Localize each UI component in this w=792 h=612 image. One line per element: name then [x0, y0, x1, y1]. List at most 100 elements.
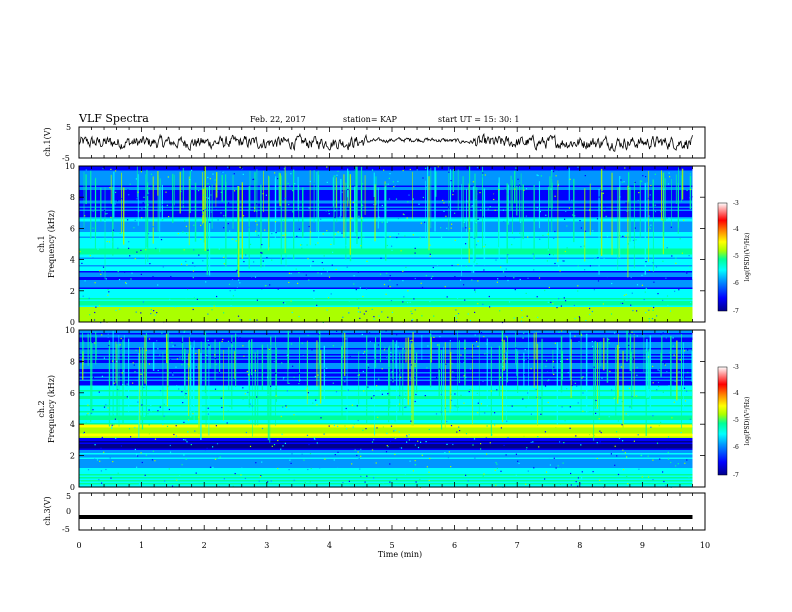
- speckle: [647, 197, 649, 199]
- speckle: [667, 436, 670, 438]
- speckle: [313, 437, 315, 439]
- sferic-streak: [159, 186, 161, 253]
- speckle: [301, 247, 303, 249]
- speckle: [164, 480, 166, 482]
- speckle: [154, 314, 156, 316]
- speckle: [371, 169, 374, 171]
- speckle: [424, 221, 426, 223]
- speckle: [148, 363, 150, 365]
- spectrogram-band: [79, 465, 693, 467]
- speckle: [100, 273, 102, 275]
- speckle: [104, 220, 106, 222]
- speckle: [639, 338, 641, 341]
- speckle: [653, 306, 655, 309]
- spectrogram-band: [79, 450, 693, 452]
- speckle: [574, 335, 576, 337]
- speckle: [525, 449, 527, 451]
- speckle: [376, 318, 378, 320]
- speckle: [657, 381, 660, 384]
- sferic-streak: [522, 184, 524, 240]
- speckle: [465, 474, 467, 476]
- sferic-streak: [205, 342, 207, 427]
- sferic-streak: [430, 337, 432, 363]
- speckle: [373, 395, 375, 397]
- speckle: [207, 176, 209, 179]
- speckle: [273, 444, 276, 446]
- speckle: [285, 405, 287, 407]
- speckle: [599, 441, 601, 443]
- speckle: [452, 443, 454, 446]
- speckle: [523, 435, 525, 437]
- speckle: [623, 299, 625, 301]
- speckle: [301, 453, 303, 455]
- speckle: [603, 258, 605, 260]
- speckle: [257, 234, 260, 236]
- speckle: [689, 197, 691, 199]
- speckle: [626, 475, 628, 478]
- spectrogram-band: [79, 411, 693, 413]
- speckle: [668, 172, 670, 174]
- sferic-streak: [82, 351, 84, 380]
- speckle: [594, 258, 596, 260]
- ch1-colorbar: -3 -4 -5 -6 -7 log(PSD)(V²/Hz): [717, 200, 751, 315]
- speckle: [393, 186, 395, 188]
- speckle: [621, 181, 623, 183]
- speckle: [638, 468, 640, 470]
- speckle: [679, 238, 681, 240]
- sferic-streak: [95, 177, 97, 232]
- speckle: [244, 393, 246, 395]
- speckle: [313, 290, 315, 292]
- speckle: [406, 436, 408, 438]
- speckle: [560, 305, 562, 307]
- speckle: [505, 268, 507, 270]
- speckle: [188, 377, 190, 379]
- speckle: [357, 311, 359, 313]
- speckle: [592, 345, 594, 348]
- speckle: [210, 211, 212, 213]
- sferic-streak: [116, 344, 118, 420]
- speckle: [549, 431, 551, 433]
- speckle: [559, 270, 561, 272]
- speckle: [112, 461, 114, 463]
- ch2-spectrogram-ylabel: Frequency (kHz): [47, 375, 56, 443]
- speckle: [389, 401, 391, 403]
- sferic-streak: [268, 175, 269, 251]
- speckle: [608, 381, 610, 383]
- speckle: [422, 196, 424, 199]
- speckle: [540, 181, 542, 183]
- sferic-streak: [517, 351, 519, 393]
- speckle: [604, 210, 606, 212]
- speckle: [270, 480, 272, 482]
- sferic-streak: [603, 337, 605, 371]
- sferic-streak: [228, 346, 230, 391]
- speckle: [264, 302, 266, 304]
- speckle: [261, 244, 263, 246]
- ch2-spectrogram-ytick-label: 2: [70, 452, 75, 461]
- speckle: [578, 341, 580, 343]
- speckle: [484, 244, 487, 246]
- speckle: [379, 332, 381, 334]
- speckle: [645, 312, 647, 314]
- speckle: [482, 475, 484, 477]
- speckle: [443, 202, 445, 204]
- speckle: [477, 303, 479, 305]
- speckle: [589, 209, 591, 211]
- speckle: [430, 277, 432, 279]
- speckle: [307, 334, 309, 336]
- speckle: [290, 173, 292, 175]
- speckle: [328, 276, 331, 278]
- speckle: [290, 344, 292, 347]
- speckle: [476, 430, 478, 432]
- speckle: [409, 460, 411, 462]
- speckle: [119, 308, 121, 310]
- speckle: [180, 190, 182, 193]
- speckle: [366, 350, 368, 352]
- sferic-streak: [299, 337, 300, 382]
- speckle: [553, 366, 555, 368]
- speckle: [114, 470, 116, 472]
- speckle: [455, 220, 457, 222]
- speckle: [409, 407, 411, 409]
- speckle: [582, 255, 584, 257]
- speckle: [269, 368, 271, 370]
- speckle: [171, 371, 173, 373]
